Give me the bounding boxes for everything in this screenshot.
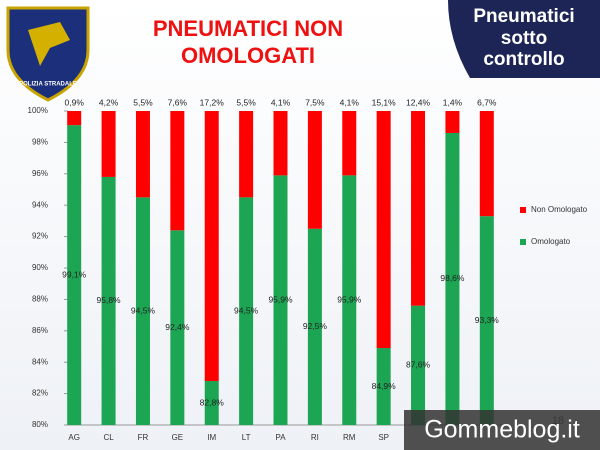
shield (6, 6, 90, 102)
bar (204, 111, 219, 382)
x-tick-label: CL (103, 433, 114, 442)
brand-text: Pneumatici (473, 6, 574, 27)
bar (342, 111, 357, 176)
bar (101, 111, 116, 177)
y-tick-label: 98% (32, 138, 48, 147)
value-label: 7,5% (305, 97, 325, 107)
value-label: 1,4% (443, 97, 463, 107)
bar (445, 111, 460, 133)
bar (411, 111, 426, 306)
brand-text: controllo (483, 49, 564, 70)
bar (135, 197, 150, 425)
value-label: 92,4% (165, 322, 190, 332)
bar (239, 197, 254, 425)
y-tick-label: 80% (32, 420, 48, 429)
bar (67, 111, 82, 126)
y-tick-label: 84% (32, 357, 48, 366)
brand-box (448, 0, 600, 78)
value-label: 12,4% (406, 97, 431, 107)
value-label: 15,1% (372, 97, 397, 107)
value-label: 6,7% (477, 97, 497, 107)
bar (273, 111, 288, 176)
bar (170, 111, 185, 231)
y-tick-label: 100% (28, 106, 48, 115)
bar (67, 125, 82, 425)
value-label: 4,2% (99, 97, 119, 107)
value-label: 5,5% (133, 97, 153, 107)
value-label: 94,5% (131, 305, 156, 315)
y-tick-label: 90% (32, 263, 48, 272)
bar (479, 111, 494, 217)
y-tick-label: 94% (32, 200, 48, 209)
bar (479, 216, 494, 425)
legend-swatch (520, 239, 526, 245)
x-tick-label: GE (172, 433, 184, 442)
value-label: 84,9% (372, 381, 397, 391)
bar (445, 132, 460, 426)
value-label: 0,9% (65, 97, 85, 107)
value-label: 94,5% (234, 305, 259, 315)
bar (170, 230, 185, 425)
value-label: 5,5% (236, 97, 256, 107)
x-tick-label: PA (275, 433, 286, 442)
x-tick-label: AG (68, 433, 80, 442)
bar (135, 111, 150, 198)
value-label: 7,6% (168, 97, 188, 107)
y-tick-label: 92% (32, 232, 48, 241)
x-tick-label: SP (378, 433, 389, 442)
x-tick-label: LT (242, 433, 251, 442)
x-tick-label: FR (138, 433, 149, 442)
value-label: 87,6% (406, 360, 431, 370)
value-label: 17,2% (200, 97, 225, 107)
police-logo: POLIZIA STRADALE (6, 6, 90, 102)
watermark: Gommeblog.it (424, 416, 580, 444)
value-label: 93,3% (475, 315, 500, 325)
bar (307, 111, 322, 229)
legend-label: Omologato (531, 237, 571, 246)
watermark-box (404, 410, 600, 450)
value-label: 95,9% (268, 294, 293, 304)
brand-text: sotto (501, 28, 547, 49)
y-tick-label: 96% (32, 169, 48, 178)
title-line: PNEUMATICI NON (153, 16, 343, 41)
y-tick-label: 86% (32, 326, 48, 335)
legend-label: Non Omologato (531, 205, 588, 214)
eagle (28, 22, 70, 66)
value-label: 4,1% (340, 97, 360, 107)
bar (342, 175, 357, 425)
bar (101, 176, 116, 425)
x-tick-label: RI (311, 433, 319, 442)
y-tick-label: 88% (32, 295, 48, 304)
bar (204, 381, 219, 425)
title-line: OMOLOGATI (181, 43, 315, 68)
y-tick-label: 82% (32, 389, 48, 398)
x-tick-label: RM (343, 433, 356, 442)
x-tick-label: IM (207, 433, 216, 442)
logo-text: POLIZIA STRADALE (19, 82, 77, 88)
bar (307, 228, 322, 425)
value-label: 95,8% (97, 295, 122, 305)
bar (376, 348, 391, 425)
value-label: 95,9% (337, 294, 362, 304)
bar (273, 175, 288, 425)
bar (411, 305, 426, 425)
brand-logo: Pneumatici sotto controllo (448, 0, 600, 78)
bar (239, 111, 254, 198)
value-label: 82,8% (200, 397, 225, 407)
chart: 80% 82% 84% 86% 88% 90% 92% 94% 96% 98% 100% AG 99,1… (28, 97, 588, 442)
legend-swatch (520, 207, 526, 213)
bar (376, 111, 391, 349)
value-label: 4,1% (271, 97, 291, 107)
value-label: 98,6% (440, 273, 465, 283)
value-label: 92,5% (303, 321, 328, 331)
value-label: 99,1% (62, 269, 87, 279)
